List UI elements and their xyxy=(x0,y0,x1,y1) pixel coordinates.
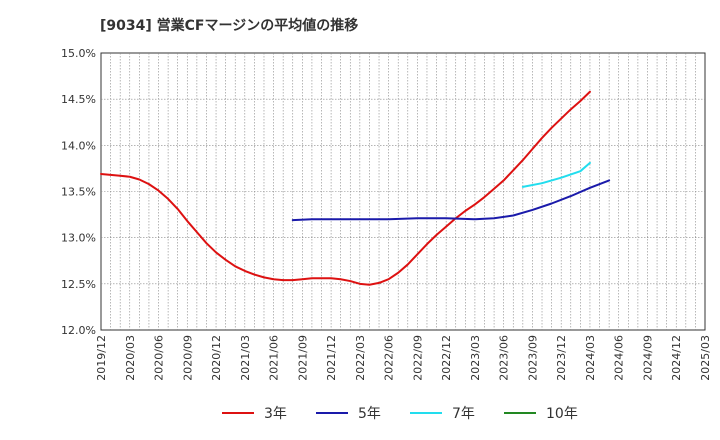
y-tick-label: 13.5% xyxy=(61,186,96,199)
grid xyxy=(101,53,705,330)
x-axis-ticks: 2019/12 2020/03 2020/06 2020/09 2020/12 2021/… xyxy=(95,335,712,381)
x-tick-label: 2022/03 xyxy=(354,335,367,381)
y-tick-label: 14.0% xyxy=(61,139,96,152)
x-tick-label: 2020/09 xyxy=(181,335,194,381)
x-tick-label: 2023/12 xyxy=(555,335,568,381)
x-tick-label: 2021/12 xyxy=(325,335,338,381)
x-tick-label: 2022/12 xyxy=(440,335,453,381)
x-tick-label: 2024/06 xyxy=(613,335,626,381)
y-tick-label: 12.5% xyxy=(61,278,96,291)
x-tick-label: 2020/12 xyxy=(210,335,223,381)
x-tick-label: 2021/03 xyxy=(239,335,252,381)
series-line-3年 xyxy=(100,90,591,286)
legend-label: 5年 xyxy=(358,406,381,422)
x-tick-label: 2021/06 xyxy=(268,335,281,381)
x-tick-label: 2022/09 xyxy=(411,335,424,381)
x-tick-label: 2024/09 xyxy=(641,335,654,381)
y-tick-label: 15.0% xyxy=(61,47,96,60)
x-tick-label: 2023/03 xyxy=(469,335,482,381)
x-tick-label: 2019/12 xyxy=(95,335,108,381)
legend-label: 3年 xyxy=(264,406,287,422)
x-tick-label: 2025/03 xyxy=(699,335,712,381)
x-tick-label: 2023/09 xyxy=(526,335,539,381)
legend: 3年 5年 7年 10年 xyxy=(222,406,578,422)
x-tick-label: 2024/03 xyxy=(584,335,597,381)
legend-label: 10年 xyxy=(546,406,578,422)
y-axis-ticks: 12.0% 12.5% 13.0% 13.5% 14.0% 14.5% 15.0% xyxy=(61,47,96,337)
y-tick-label: 14.5% xyxy=(61,93,96,106)
series-line-7年 xyxy=(521,161,591,188)
x-tick-label: 2022/06 xyxy=(383,335,396,381)
y-tick-label: 13.0% xyxy=(61,232,96,245)
chart-title: [9034] 営業CFマージンの平均値の推移 xyxy=(100,17,358,34)
plot-area xyxy=(100,52,706,331)
series-lines xyxy=(100,90,611,286)
x-tick-label: 2021/09 xyxy=(296,335,309,381)
x-tick-label: 2020/06 xyxy=(153,335,166,381)
x-tick-label: 2024/12 xyxy=(670,335,683,381)
y-tick-label: 12.0% xyxy=(61,324,96,337)
legend-label: 7年 xyxy=(452,406,475,422)
x-tick-label: 2023/06 xyxy=(498,335,511,381)
series-line-5年 xyxy=(291,179,611,222)
x-tick-label: 2020/03 xyxy=(124,335,137,381)
